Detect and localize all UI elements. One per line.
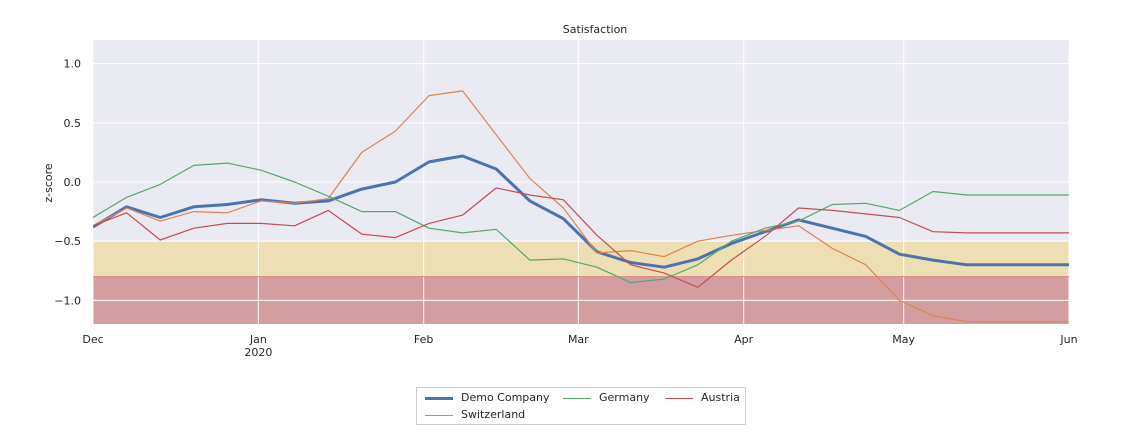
series-line-austria — [93, 187, 1069, 288]
warning-band — [93, 241, 1069, 277]
x-tick-label: Jan — [249, 333, 267, 346]
y-tick-label: 1.0 — [64, 58, 82, 71]
x-tick-label: Apr — [734, 333, 754, 346]
x-tick-label: Dec — [82, 333, 103, 346]
chart-title: Satisfaction — [563, 23, 628, 36]
legend-label: Demo Company — [461, 391, 550, 404]
legend-item-demo-company: Demo Company — [425, 391, 550, 405]
legend-item-austria: Austria — [665, 391, 740, 405]
legend: Demo Company Switzerland Germany Austria — [416, 387, 746, 425]
legend-swatch-switzerland — [425, 414, 453, 416]
legend-swatch-demo-company — [425, 396, 453, 400]
x-tick-label: Feb — [414, 333, 433, 346]
legend-item-germany: Germany — [563, 391, 650, 405]
legend-label: Switzerland — [461, 408, 526, 421]
legend-swatch-austria — [665, 397, 693, 399]
legend-label: Austria — [701, 391, 740, 404]
y-tick-label: 0.5 — [64, 117, 82, 130]
satisfaction-chart: Satisfaction z-score 1.0 0.5 0.0 −0.5 −1.0 De… — [42, 23, 1078, 359]
y-axis-label: z-score — [42, 163, 55, 203]
y-tick-label: −1.0 — [54, 294, 81, 307]
y-tick-label: 0.0 — [64, 176, 82, 189]
x-tick-label: May — [892, 333, 915, 346]
series-line-demo-company — [93, 154, 1069, 269]
legend-label: Germany — [599, 391, 650, 404]
x-tick-sublabel: 2020 — [244, 346, 272, 359]
y-tick-label: −0.5 — [54, 235, 81, 248]
legend-item-switzerland: Switzerland — [425, 408, 525, 422]
series-line-germany — [93, 162, 1069, 284]
series-line-switzerland — [93, 90, 1069, 323]
legend-swatch-germany — [563, 397, 591, 399]
x-tick-label: Jun — [1059, 333, 1077, 346]
x-tick-label: Mar — [568, 333, 589, 346]
